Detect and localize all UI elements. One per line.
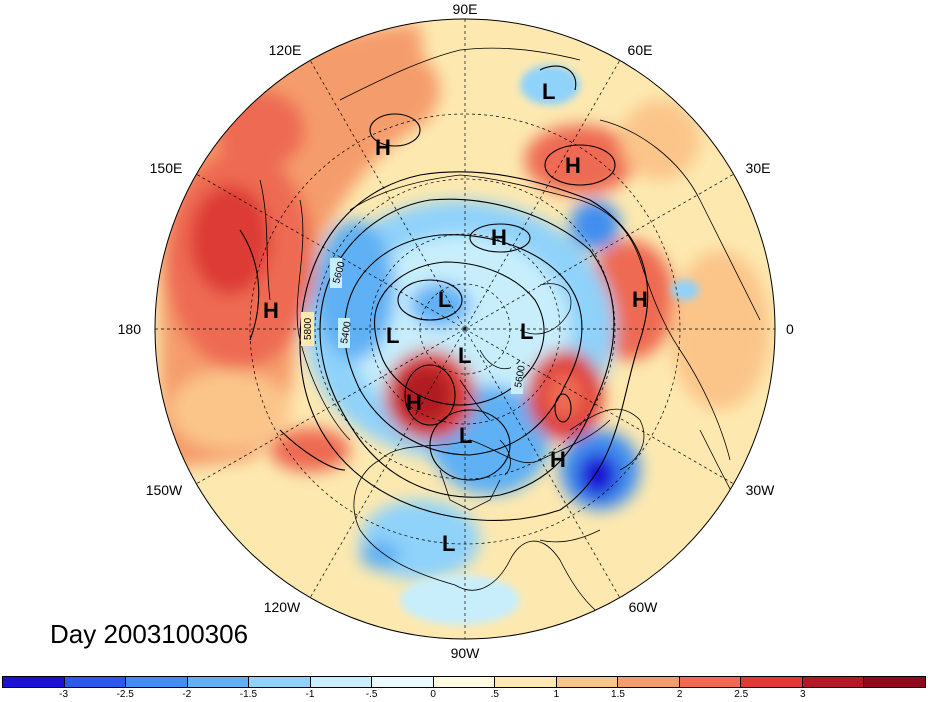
high-center-2: H bbox=[565, 153, 581, 178]
colorbar-box-6 bbox=[372, 677, 434, 687]
colorbar-tick-label: .5 bbox=[490, 689, 499, 700]
colorbar-box-7 bbox=[433, 677, 496, 687]
colorbar-tick-label: 0 bbox=[430, 689, 436, 700]
low-center-6: L bbox=[459, 423, 472, 448]
lon-label-90e: 90E bbox=[453, 1, 478, 17]
low-center-3: L bbox=[386, 323, 399, 348]
lon-label-30w: 30W bbox=[746, 482, 776, 498]
colorbar-box-9 bbox=[556, 677, 619, 687]
low-center-1: L bbox=[542, 79, 555, 104]
low-center-2: L bbox=[438, 287, 451, 312]
colorbar-box-0 bbox=[3, 677, 65, 687]
lon-label-30e: 30E bbox=[746, 160, 771, 176]
colorbar-box-10 bbox=[618, 677, 680, 687]
colorbar-tick-label: -2 bbox=[182, 689, 192, 700]
graticule bbox=[155, 19, 775, 639]
colorbar-tick-label: 1.5 bbox=[611, 689, 625, 700]
height-contours bbox=[239, 65, 649, 521]
contour-label-4: 5600 bbox=[513, 364, 528, 388]
colorbar-tick-label: -.5 bbox=[365, 689, 378, 700]
low-center-7: L bbox=[442, 531, 455, 556]
colorbar-tick-label: -1.5 bbox=[239, 689, 258, 700]
colorbar-tick-label: 2 bbox=[676, 689, 683, 700]
pressure-center-labels: L H H H H H L L L L H L H L bbox=[263, 79, 648, 556]
colorbar-box-4 bbox=[249, 677, 311, 687]
high-center-6: H bbox=[406, 390, 422, 415]
high-center-5: H bbox=[632, 287, 648, 312]
colorbar-tick-label: -3 bbox=[59, 689, 69, 700]
colorbar-box-11 bbox=[679, 677, 742, 687]
colorbar-box-2 bbox=[126, 677, 188, 687]
colorbar-tick-label: 2.5 bbox=[734, 689, 749, 700]
colorbar-box-12 bbox=[741, 677, 803, 687]
lon-label-0: 0 bbox=[786, 321, 794, 337]
high-center-7: H bbox=[550, 447, 566, 472]
lon-label-180: 180 bbox=[118, 321, 142, 337]
contour-label-1: 5800 bbox=[303, 317, 314, 340]
lon-label-90w: 90W bbox=[451, 645, 481, 661]
colorbar-tick-label: 1 bbox=[553, 689, 560, 700]
colorbar-box-1 bbox=[64, 677, 127, 687]
longitude-labels: 90E 120E 60E 150E 30E 180 0 150W 30W 120… bbox=[118, 1, 794, 661]
lon-label-120w: 120W bbox=[264, 599, 301, 615]
low-center-5: L bbox=[458, 343, 471, 368]
lon-label-120e: 120E bbox=[269, 42, 302, 58]
high-center-3: H bbox=[491, 225, 507, 250]
lon-label-60e: 60E bbox=[628, 42, 653, 58]
lon-label-60w: 60W bbox=[629, 599, 659, 615]
colorbar-box-5 bbox=[310, 677, 373, 687]
lon-label-150w: 150W bbox=[146, 482, 183, 498]
colorbar-box-3 bbox=[187, 677, 250, 687]
colorbar-tick-labels: -3 -2.5 -2 -1.5 -1 -.5 0 .5 1 1.5 2 2.5 3 bbox=[2, 689, 926, 702]
lon-label-150e: 150E bbox=[150, 160, 183, 176]
colorbar-tick-label: -1 bbox=[305, 689, 315, 700]
contour-label-3: 5400 bbox=[339, 320, 354, 344]
high-center-1: H bbox=[375, 135, 391, 160]
colorbar-box-14 bbox=[864, 677, 925, 687]
high-center-4: H bbox=[263, 298, 279, 323]
colorbar bbox=[2, 676, 926, 688]
colorbar-box-8 bbox=[495, 677, 557, 687]
colorbar-tick-label: -2.5 bbox=[116, 689, 134, 700]
map-border bbox=[154, 18, 776, 640]
colorbar-box-13 bbox=[802, 677, 865, 687]
colorbar-tick-label: 3 bbox=[800, 689, 806, 700]
day-label: Day 2003100306 bbox=[50, 619, 249, 649]
low-center-4: L bbox=[520, 319, 533, 344]
contour-labels: 5800 5600 5400 5600 bbox=[301, 258, 528, 394]
